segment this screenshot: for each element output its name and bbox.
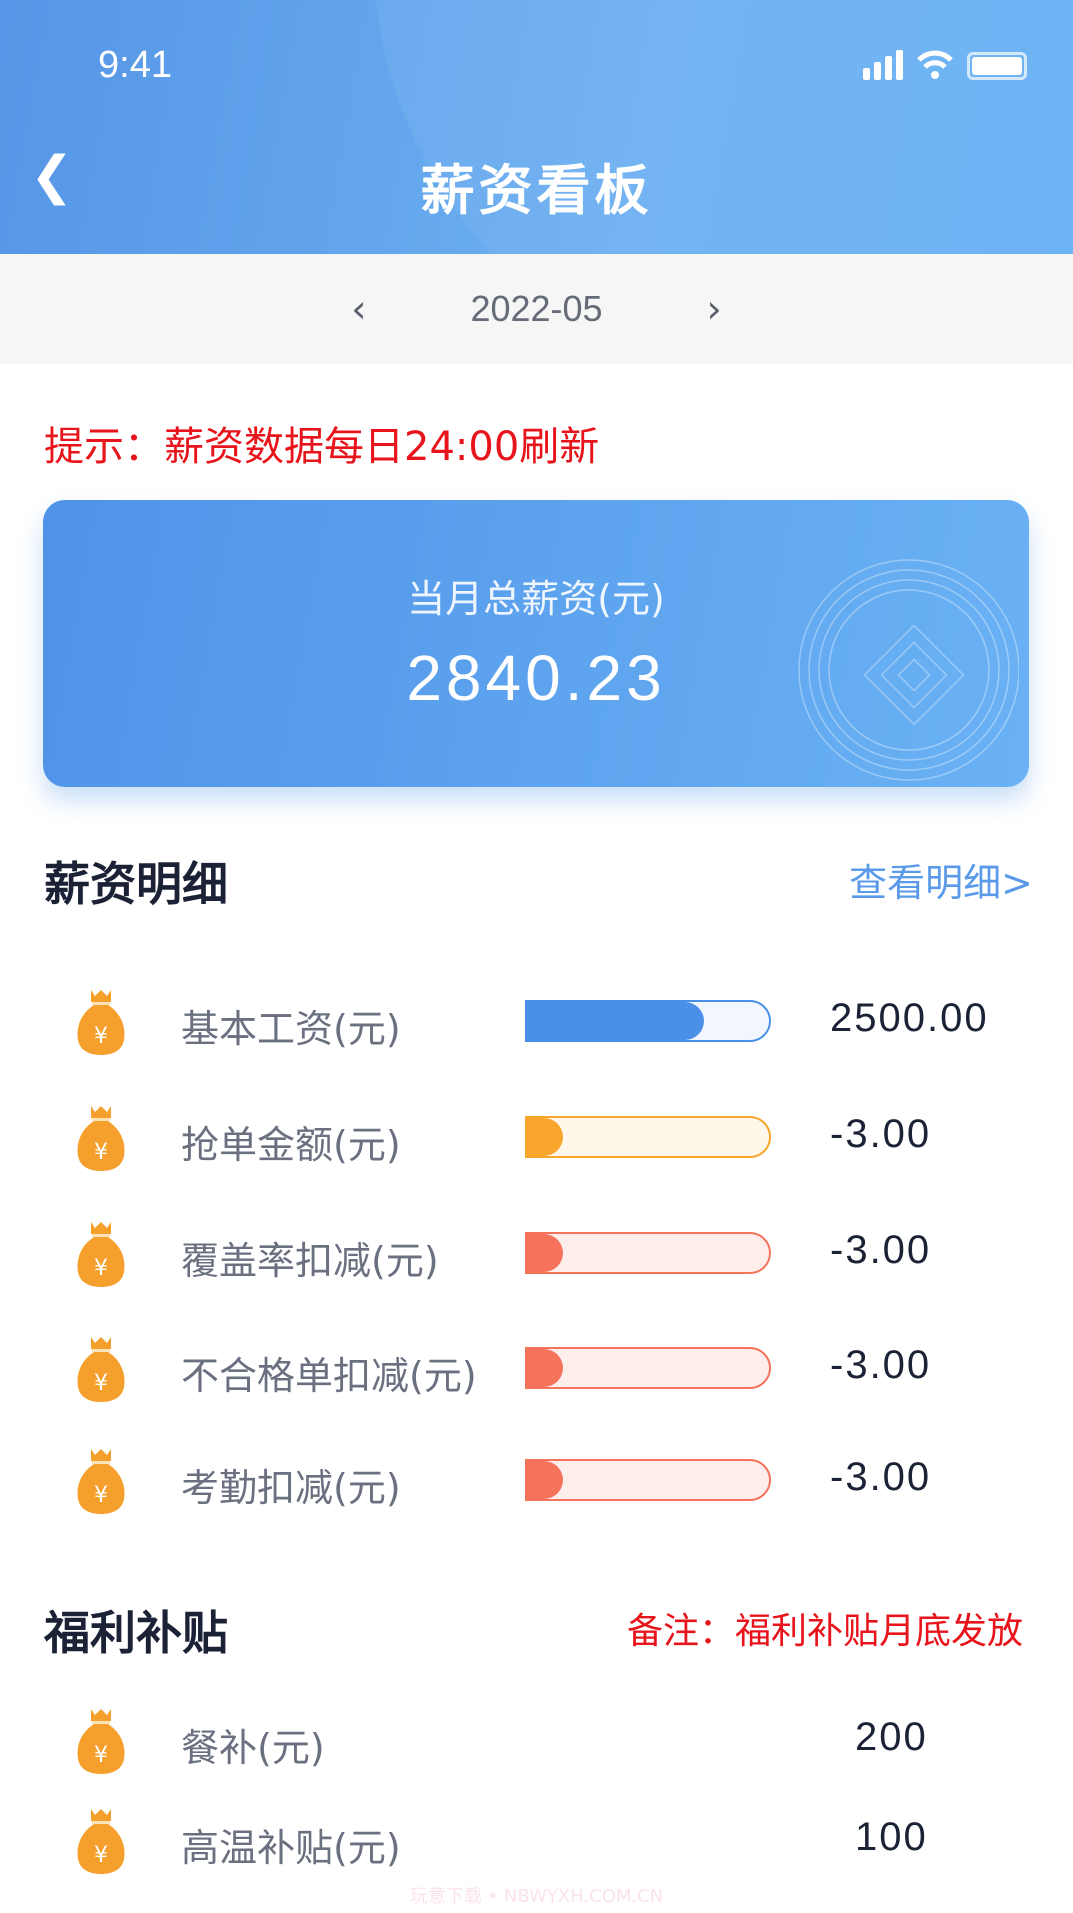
salary-item: ¥ 覆盖率扣减(元) -3.00 <box>0 1212 1073 1292</box>
signal-icon <box>863 50 903 80</box>
total-salary-label: 当月总薪资(元) <box>407 577 665 621</box>
money-bag-icon: ¥ <box>74 1220 128 1292</box>
prev-month-button[interactable]: ‹ <box>351 287 367 331</box>
decorative-arc <box>373 0 1073 254</box>
decorative-rings-icon <box>798 559 1019 781</box>
month-selector: ‹ 2022-05 › <box>0 254 1073 364</box>
current-month[interactable]: 2022-05 <box>470 288 603 329</box>
salary-item-bar-fill <box>527 1461 564 1499</box>
salary-item-value: -3.00 <box>830 1455 932 1499</box>
salary-item-value: -3.00 <box>830 1343 932 1387</box>
svg-text:¥: ¥ <box>94 1024 108 1049</box>
salary-item: ¥ 不合格单扣减(元) -3.00 <box>0 1327 1073 1407</box>
salary-item-bar-fill <box>527 1118 564 1156</box>
salary-item-value: -3.00 <box>830 1112 932 1156</box>
status-time: 9:41 <box>98 44 172 86</box>
wifi-icon <box>917 50 953 79</box>
back-button[interactable]: ❮ <box>30 146 74 206</box>
salary-detail-title: 薪资明细 <box>44 857 228 911</box>
benefits-note: 备注：福利补贴月底发放 <box>626 1611 1023 1652</box>
svg-text:¥: ¥ <box>94 1483 108 1508</box>
status-icons <box>863 50 1027 80</box>
salary-item-bar <box>525 1000 771 1042</box>
next-month-button[interactable]: › <box>706 287 722 331</box>
money-bag-icon: ¥ <box>74 1335 128 1407</box>
total-salary-amount: 2840.23 <box>406 642 666 714</box>
salary-item-bar <box>525 1459 771 1501</box>
money-bag-icon: ¥ <box>74 1104 128 1176</box>
salary-item-label: 基本工资(元) <box>181 1007 401 1051</box>
salary-item: ¥ 考勤扣减(元) -3.00 <box>0 1439 1073 1519</box>
salary-item-bar-fill <box>527 1234 564 1272</box>
benefit-item-value: 100 <box>855 1815 928 1859</box>
salary-item-bar-fill <box>527 1349 564 1387</box>
svg-text:¥: ¥ <box>94 1843 108 1868</box>
salary-item-label: 不合格单扣减(元) <box>181 1354 477 1398</box>
benefits-title: 福利补贴 <box>44 1606 228 1660</box>
svg-text:¥: ¥ <box>94 1256 108 1281</box>
salary-item: ¥ 抢单金额(元) -3.00 <box>0 1096 1073 1176</box>
salary-item-bar <box>525 1116 771 1158</box>
money-bag-icon: ¥ <box>74 988 128 1060</box>
salary-item-value: 2500.00 <box>830 996 989 1040</box>
benefit-item: ¥ 高温补贴(元) 100 <box>0 1799 1073 1879</box>
salary-item-bar-fill <box>527 1002 704 1040</box>
salary-item-label: 考勤扣减(元) <box>181 1466 401 1510</box>
salary-item-label: 覆盖率扣减(元) <box>181 1239 439 1283</box>
salary-item-bar <box>525 1232 771 1274</box>
view-detail-link[interactable]: 查看明细> <box>849 861 1033 905</box>
battery-icon <box>967 52 1027 80</box>
svg-text:¥: ¥ <box>94 1140 108 1165</box>
money-bag-icon: ¥ <box>74 1707 128 1779</box>
refresh-tip: 提示：薪资数据每日24:00刷新 <box>44 424 600 470</box>
benefit-item-label: 高温补贴(元) <box>181 1826 401 1870</box>
total-salary-card: 当月总薪资(元) 2840.23 <box>43 500 1029 787</box>
svg-text:¥: ¥ <box>94 1743 108 1768</box>
salary-item-bar <box>525 1347 771 1389</box>
salary-item: ¥ 基本工资(元) 2500.00 <box>0 980 1073 1060</box>
salary-item-value: -3.00 <box>830 1228 932 1272</box>
header: 9:41 ❮ 薪资看板 <box>0 0 1073 254</box>
money-bag-icon: ¥ <box>74 1807 128 1879</box>
svg-text:¥: ¥ <box>94 1371 108 1396</box>
benefit-item-label: 餐补(元) <box>181 1726 325 1770</box>
salary-item-label: 抢单金额(元) <box>181 1123 401 1167</box>
benefit-item-value: 200 <box>855 1715 928 1759</box>
page-title: 薪资看板 <box>420 159 653 222</box>
benefit-item: ¥ 餐补(元) 200 <box>0 1699 1073 1779</box>
watermark: 玩意下载 • NBWYXH.COM.CN <box>409 1886 664 1907</box>
money-bag-icon: ¥ <box>74 1447 128 1519</box>
